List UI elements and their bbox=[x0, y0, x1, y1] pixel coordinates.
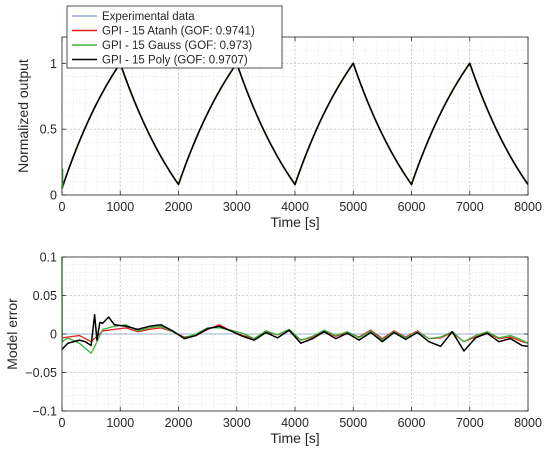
x-tick-label: 7000 bbox=[456, 416, 484, 430]
x-tick-label: 1000 bbox=[106, 200, 134, 214]
x-tick-label: 4000 bbox=[281, 416, 309, 430]
x-tick-label: 2000 bbox=[165, 200, 193, 214]
chart-normalized-output: 0 1000 2000 3000 4000 5000 6000 7000 8000 0 0.5 1 Ti… bbox=[15, 5, 542, 230]
x-axis-label: Time [s] bbox=[270, 214, 319, 230]
series-line-poly bbox=[61, 62, 529, 189]
x-tick-label: 8000 bbox=[514, 416, 542, 430]
legend-entry: Experimental data bbox=[102, 11, 195, 23]
y-axis-label: Normalized output bbox=[15, 59, 31, 173]
y-tick-label: 0.5 bbox=[40, 123, 57, 137]
y-axis-label: Model error bbox=[4, 298, 20, 370]
x-tick-label: 5000 bbox=[339, 200, 367, 214]
y-tick-label: 0.05 bbox=[33, 289, 57, 303]
ticks: 0 1000 2000 3000 4000 5000 6000 7000 8000 0 0.5 1 bbox=[40, 37, 542, 214]
x-tick-label: 3000 bbox=[223, 200, 251, 214]
x-axis-label: Time [s] bbox=[270, 430, 319, 446]
series-group bbox=[61, 62, 529, 189]
x-tick-label: 6000 bbox=[398, 200, 426, 214]
chart-model-error: 0 1000 2000 3000 4000 5000 6000 7000 8000 −0.1 −0.… bbox=[4, 251, 542, 447]
legend-entry: GPI - 15 Atanh (GOF: 0.9741) bbox=[102, 26, 255, 38]
y-tick-label: 1 bbox=[50, 57, 57, 71]
y-tick-label: 0.1 bbox=[40, 251, 57, 265]
y-tick-label: 0 bbox=[50, 328, 57, 342]
x-tick-label: 6000 bbox=[398, 416, 426, 430]
legend-box bbox=[66, 5, 283, 69]
x-tick-label: 4000 bbox=[281, 200, 309, 214]
series-line-poly-error bbox=[61, 314, 529, 352]
x-tick-label: 0 bbox=[59, 416, 66, 430]
legend-entry: GPI - 15 Gauss (GOF: 0.973) bbox=[102, 40, 252, 52]
x-tick-label: 5000 bbox=[339, 416, 367, 430]
x-tick-label: 7000 bbox=[456, 200, 484, 214]
y-tick-label: −0.1 bbox=[32, 405, 57, 419]
series-line-gauss-error bbox=[61, 256, 529, 354]
y-tick-label: 0 bbox=[50, 189, 57, 203]
legend-entry: GPI - 15 Poly (GOF: 0.9707) bbox=[102, 55, 248, 67]
x-tick-label: 2000 bbox=[165, 416, 193, 430]
x-tick-label: 0 bbox=[59, 200, 66, 214]
x-tick-label: 1000 bbox=[106, 416, 134, 430]
legend: Experimental data GPI - 15 Atanh (GOF: 0.… bbox=[66, 5, 283, 69]
series-group bbox=[61, 256, 529, 354]
ticks: 0 1000 2000 3000 4000 5000 6000 7000 8000 −0.1 −0.… bbox=[25, 251, 542, 431]
y-tick-label: −0.05 bbox=[25, 366, 57, 380]
x-tick-label: 8000 bbox=[514, 200, 542, 214]
x-tick-label: 3000 bbox=[223, 416, 251, 430]
